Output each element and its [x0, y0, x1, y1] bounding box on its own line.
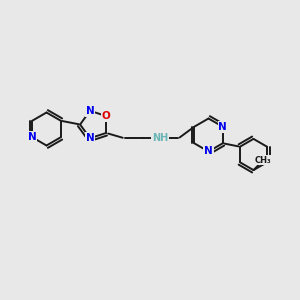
- Text: CH₃: CH₃: [255, 156, 272, 165]
- Text: N: N: [28, 132, 37, 142]
- Text: N: N: [86, 106, 94, 116]
- Text: N: N: [218, 122, 227, 132]
- Text: N: N: [204, 146, 213, 157]
- Text: O: O: [102, 111, 110, 121]
- Text: NH: NH: [152, 134, 168, 143]
- Text: N: N: [86, 133, 94, 143]
